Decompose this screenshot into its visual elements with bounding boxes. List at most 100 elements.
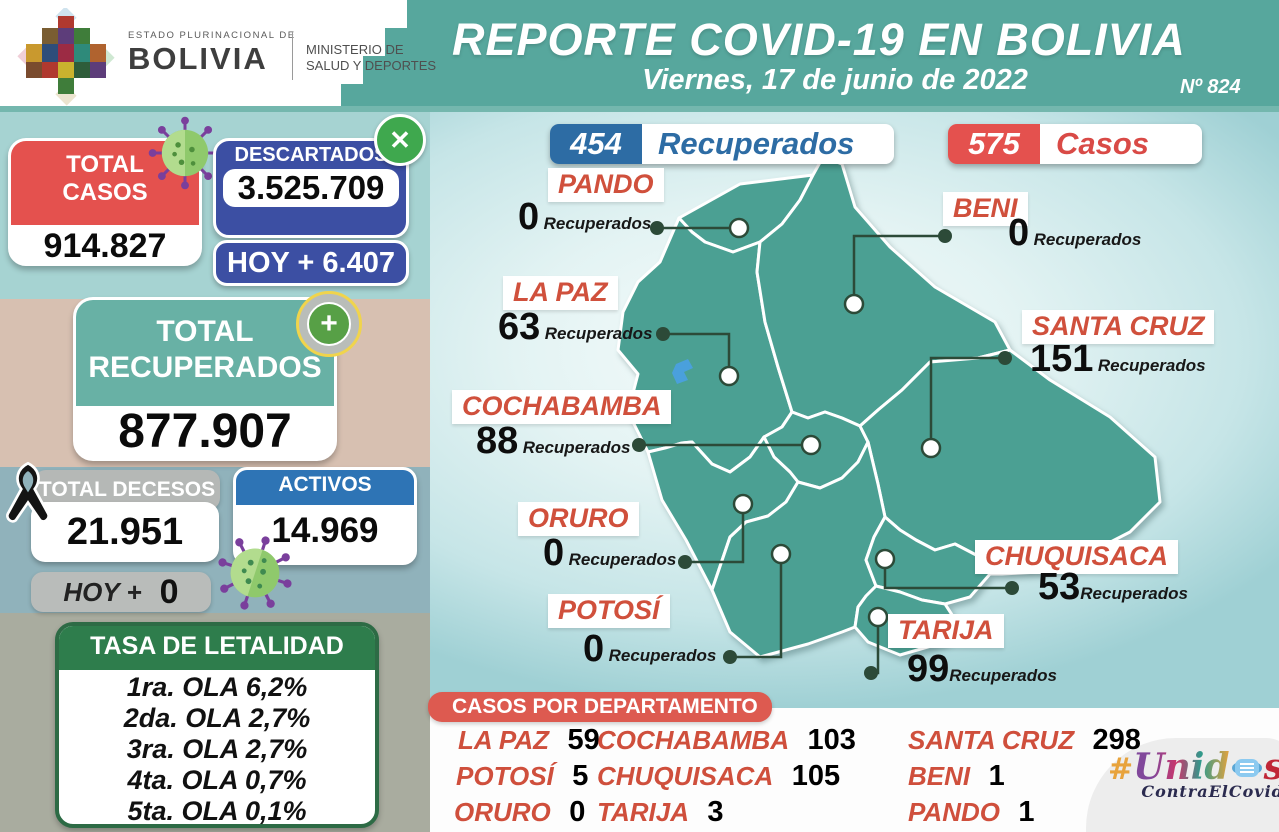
total-decesos-value: 21.951: [66, 510, 184, 553]
cpd-la-paz-name: LA PAZ: [458, 725, 549, 755]
cpd-cochabamba-value: 103: [807, 724, 856, 756]
la-paz-value: 63: [498, 306, 541, 348]
dept-label-chuquisaca: CHUQUISACA: [975, 540, 1179, 574]
cpd-row-santa-cruz: SANTA CRUZ 298: [908, 724, 1141, 757]
tasa-row-3: 3ra. OLA 2,7%: [126, 734, 308, 764]
la-paz-unit: Recuperados: [544, 324, 653, 343]
descartados-label: DESCARTADOS: [234, 144, 388, 166]
total-recuperados-card: TOTAL RECUPERADOS 877.907: [73, 297, 337, 461]
cpd-tarija-name: TARIJA: [597, 797, 689, 827]
unidos-text: Unid: [1133, 746, 1230, 788]
decesos-hoy-pill: HOY + 0: [31, 572, 211, 612]
logo-small-line: ESTADO PLURINACIONAL DE: [128, 30, 296, 41]
cpd-santa-cruz-name: SANTA CRUZ: [908, 725, 1075, 755]
decesos-hoy-value: 0: [159, 572, 179, 611]
descartados-value-box: 3.525.709: [223, 169, 399, 207]
cpd-row-oruro: ORURO 0: [454, 796, 585, 829]
oruro-value: 0: [543, 532, 565, 574]
cpd-row-tarija: TARIJA 3: [597, 796, 724, 829]
header-bottom-strip: [0, 106, 1279, 112]
header: ESTADO PLURINACIONAL DE BOLIVIA MINISTER…: [0, 0, 1279, 112]
recuperados-badge-label: Recuperados: [642, 124, 894, 164]
cpd-cochabamba-name: COCHABAMBA: [597, 725, 790, 755]
santa-cruz-unit: Recuperados: [1097, 356, 1206, 375]
activos-label: ACTIVOS: [236, 470, 414, 505]
chuquisaca-value: 53: [1038, 566, 1081, 608]
tasa-row-4: 4ta. OLA 0,7%: [127, 765, 307, 795]
activos-value: 14.969: [271, 511, 379, 550]
dept-label-beni: BENI: [943, 192, 1028, 226]
total-casos-label: TOTAL CASOS: [11, 141, 199, 225]
potosi-value: 0: [583, 628, 605, 670]
casos-por-departamento-header: CASOS POR DEPARTAMENTO: [428, 692, 772, 722]
dept-label-santa-cruz: SANTA CRUZ: [1022, 310, 1215, 344]
cpd-row-potosi: POTOSÍ 5: [456, 760, 588, 793]
oruro-unit: Recuperados: [568, 550, 677, 569]
total-casos-value: 914.827: [43, 227, 167, 265]
header-teal-panel: [407, 0, 1279, 112]
cochabamba-unit: Recuperados: [522, 438, 631, 457]
cpd-tarija-value: 3: [707, 796, 724, 828]
page-title: REPORTE COVID-19 EN BOLIVIA: [452, 14, 1186, 65]
beni-unit: Recuperados: [1033, 230, 1142, 249]
cpd-chuquisaca-name: CHUQUISACA: [597, 761, 774, 791]
logo-ministry-text: MINISTERIO DE SALUD Y DEPORTES: [306, 42, 436, 75]
report-number: Nº 824: [1180, 76, 1241, 98]
cpd-row-la-paz: LA PAZ 59: [458, 724, 600, 757]
map-region-chuquisaca: [864, 515, 992, 606]
dept-value-la-paz: 63 Recuperados: [498, 308, 652, 346]
unidos-logo: #Unid s ContraElCovid: [1108, 746, 1279, 801]
tasa-row-2: 2da. OLA 2,7%: [123, 703, 311, 733]
plus-circle-icon: +: [296, 291, 362, 357]
report-date: Viernes, 17 de junio de 2022: [642, 64, 1028, 96]
dept-value-oruro: 0 Recuperados: [543, 534, 676, 572]
virus-icon: [148, 116, 222, 190]
virus-icon-2: [218, 536, 292, 610]
unidos-subtitle: ContraElCovid: [1141, 782, 1279, 801]
tasa-row-5: 5ta. OLA 0,1%: [127, 796, 307, 826]
mask-icon: [1231, 759, 1262, 777]
ministry-line-1: MINISTERIO DE: [306, 42, 404, 57]
dept-value-potosi: 0 Recuperados: [583, 630, 716, 668]
total-recuperados-label-1: TOTAL: [156, 315, 254, 348]
recuperados-badge-value: 454: [550, 124, 642, 164]
mourning-ribbon-icon: [6, 461, 50, 523]
tasa-row-1: 1ra. OLA 6,2%: [126, 672, 308, 702]
cpd-chuquisaca-value: 105: [791, 760, 841, 792]
logo-bolivia-text: BOLIVIA: [128, 41, 268, 76]
cpd-row-chuquisaca: CHUQUISACA 105: [597, 760, 840, 793]
casos-badge-value: 575: [948, 124, 1040, 164]
cpd-pando-value: 1: [1018, 796, 1035, 828]
cochabamba-value: 88: [476, 420, 519, 462]
tarija-unit: Recuperados: [949, 666, 1057, 685]
dept-value-pando: 0 Recuperados: [518, 198, 651, 236]
cpd-potosi-name: POTOSÍ: [456, 761, 554, 791]
dept-value-chuquisaca: 53Recuperados: [1038, 568, 1188, 606]
x-circle-icon: ✕: [374, 114, 426, 166]
descartados-value: 3.525.709: [237, 169, 385, 206]
recuperados-badge: 454 Recuperados: [550, 124, 894, 164]
cpd-la-paz-value: 59: [567, 724, 600, 756]
cpd-pando-name: PANDO: [908, 797, 1000, 827]
santa-cruz-value: 151: [1030, 338, 1094, 380]
chuquisaca-unit: Recuperados: [1080, 584, 1188, 603]
logo-estado-text: ESTADO PLURINACIONAL DE BOLIVIA: [128, 30, 296, 77]
lake-titicaca: [672, 359, 693, 384]
potosi-unit: Recuperados: [608, 646, 717, 665]
bolivia-crest-icon: [17, 8, 115, 106]
logo-divider: [292, 32, 293, 80]
dept-label-pando: PANDO: [548, 168, 664, 202]
total-recuperados-value: 877.907: [118, 405, 292, 458]
pando-value: 0: [518, 196, 540, 238]
cpd-row-cochabamba: COCHABAMBA 103: [597, 724, 856, 757]
total-decesos-label: TOTAL DECESOS: [38, 478, 216, 501]
unidos-text-s: s: [1264, 746, 1279, 788]
dept-value-santa-cruz: 151 Recuperados: [1030, 340, 1206, 378]
cpd-santa-cruz-value: 298: [1092, 724, 1141, 756]
total-casos-label-2: CASOS: [62, 178, 148, 206]
map-zone: 454 Recuperados 575 Casos PANDO 0 Recupe…: [430, 112, 1279, 708]
total-casos-label-1: TOTAL: [66, 151, 144, 178]
tasa-letalidad-rows: 1ra. OLA 6,2% 2da. OLA 2,7% 3ra. OLA 2,7…: [59, 670, 375, 826]
unidos-hashtag: #: [1108, 752, 1134, 787]
